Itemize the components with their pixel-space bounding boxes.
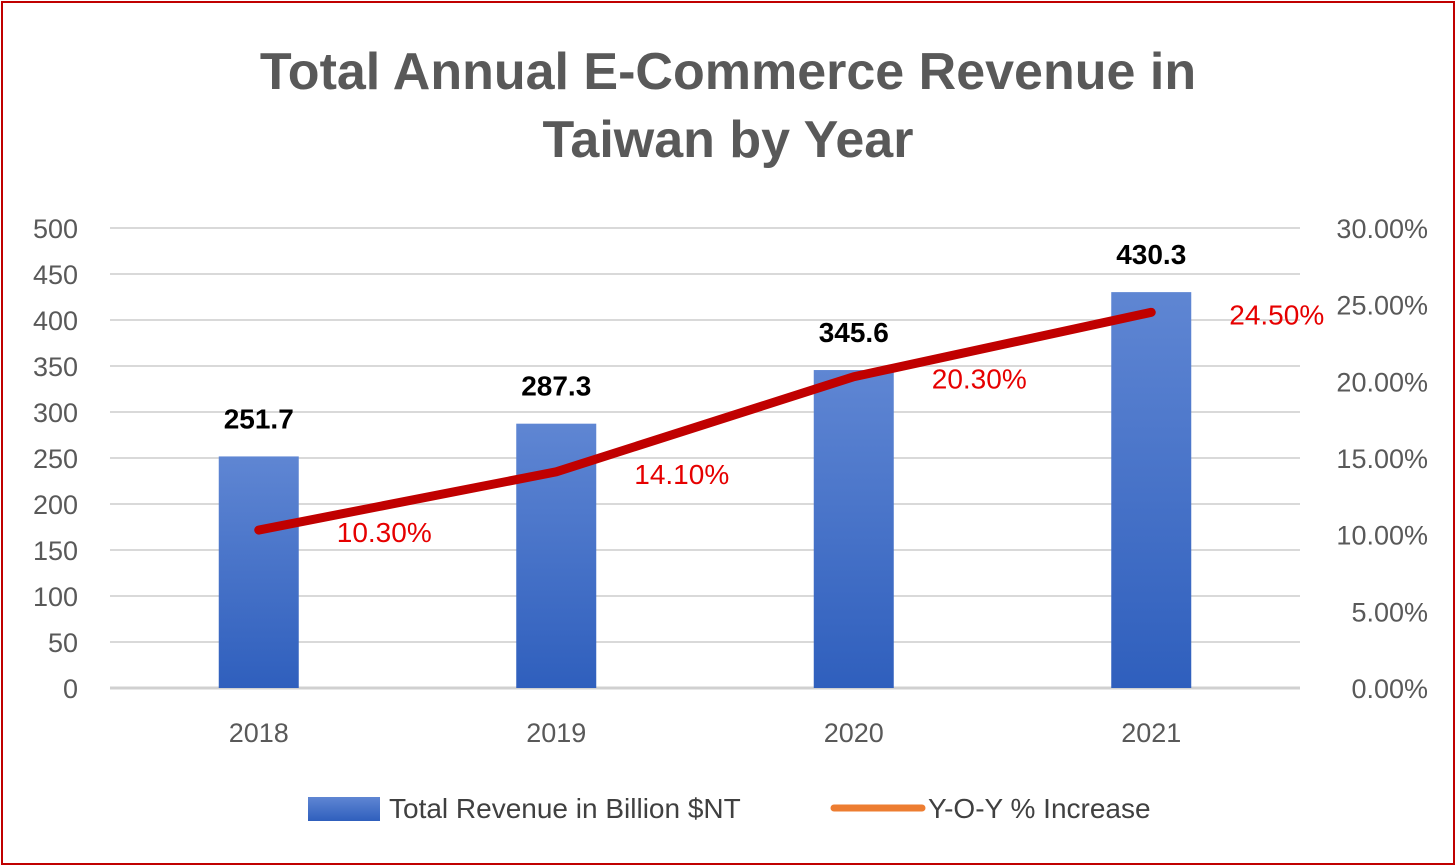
right-axis-tick-label: 20.00%	[1336, 367, 1428, 397]
yoy-data-label: 14.10%	[634, 459, 729, 490]
left-axis-tick-label: 250	[33, 444, 78, 474]
revenue-bar-label: 287.3	[521, 371, 591, 402]
left-axis-tick-label: 350	[33, 352, 78, 382]
right-axis-tick-label: 25.00%	[1336, 291, 1428, 321]
revenue-bar	[813, 370, 894, 688]
x-axis-label: 2018	[229, 718, 289, 748]
yoy-line-series	[254, 307, 1156, 535]
legend: Total Revenue in Billion $NT Y-O-Y % Inc…	[308, 793, 1151, 824]
left-axis-tick-label: 500	[33, 214, 78, 244]
left-axis-tick-label: 100	[33, 582, 78, 612]
x-axis-labels: 2018 2019 2020 2021	[229, 718, 1182, 748]
x-axis-label: 2021	[1121, 718, 1181, 748]
yoy-data-label: 20.30%	[932, 364, 1027, 395]
yoy-data-label: 24.50%	[1229, 299, 1324, 330]
left-axis-tick-label: 50	[48, 628, 78, 658]
x-axis-label: 2019	[526, 718, 586, 748]
revenue-bar-label: 430.3	[1116, 239, 1186, 270]
chart-title-line-2: Taiwan by Year	[542, 111, 914, 169]
revenue-bar	[218, 456, 299, 688]
right-axis-ticks: 0.00% 5.00% 10.00% 15.00% 20.00% 25.00% 30.00%	[1336, 214, 1428, 704]
revenue-bars	[218, 292, 1192, 688]
revenue-bar-labels: 251.7 287.3 345.6 430.3	[224, 239, 1187, 434]
right-axis-tick-label: 15.00%	[1336, 444, 1428, 474]
right-axis-tick-label: 5.00%	[1351, 597, 1428, 627]
yoy-point	[1147, 308, 1156, 317]
right-axis-tick-label: 30.00%	[1336, 214, 1428, 244]
left-axis-tick-label: 150	[33, 536, 78, 566]
yoy-data-labels: 10.30% 14.10% 20.30% 24.50%	[337, 299, 1324, 548]
yoy-point	[254, 526, 263, 535]
left-axis-tick-label: 400	[33, 306, 78, 336]
left-axis-ticks: 0 50 100 150 200 250 300 350 400 450 500	[33, 214, 78, 704]
legend-label-revenue: Total Revenue in Billion $NT	[389, 793, 741, 824]
left-axis-tick-label: 450	[33, 260, 78, 290]
gridlines	[110, 227, 1300, 690]
yoy-data-label: 10.30%	[337, 517, 432, 548]
right-axis-tick-label: 10.00%	[1336, 521, 1428, 551]
revenue-bar	[1111, 292, 1192, 688]
right-axis-tick-label: 0.00%	[1351, 674, 1428, 704]
chart-title-line-1: Total Annual E-Commerce Revenue in	[259, 43, 1197, 101]
legend-label-yoy: Y-O-Y % Increase	[928, 793, 1151, 824]
legend-swatch-revenue	[308, 797, 380, 821]
yoy-point	[849, 372, 858, 381]
yoy-point	[552, 467, 561, 476]
left-axis-tick-label: 300	[33, 398, 78, 428]
revenue-bar-label: 251.7	[224, 403, 294, 434]
chart-title: Total Annual E-Commerce Revenue in Taiwa…	[0, 38, 1456, 174]
left-axis-tick-label: 200	[33, 490, 78, 520]
yoy-line	[254, 307, 1156, 535]
x-axis-label: 2020	[824, 718, 884, 748]
left-axis-tick-label: 0	[63, 674, 78, 704]
revenue-bar-label: 345.6	[819, 317, 889, 348]
